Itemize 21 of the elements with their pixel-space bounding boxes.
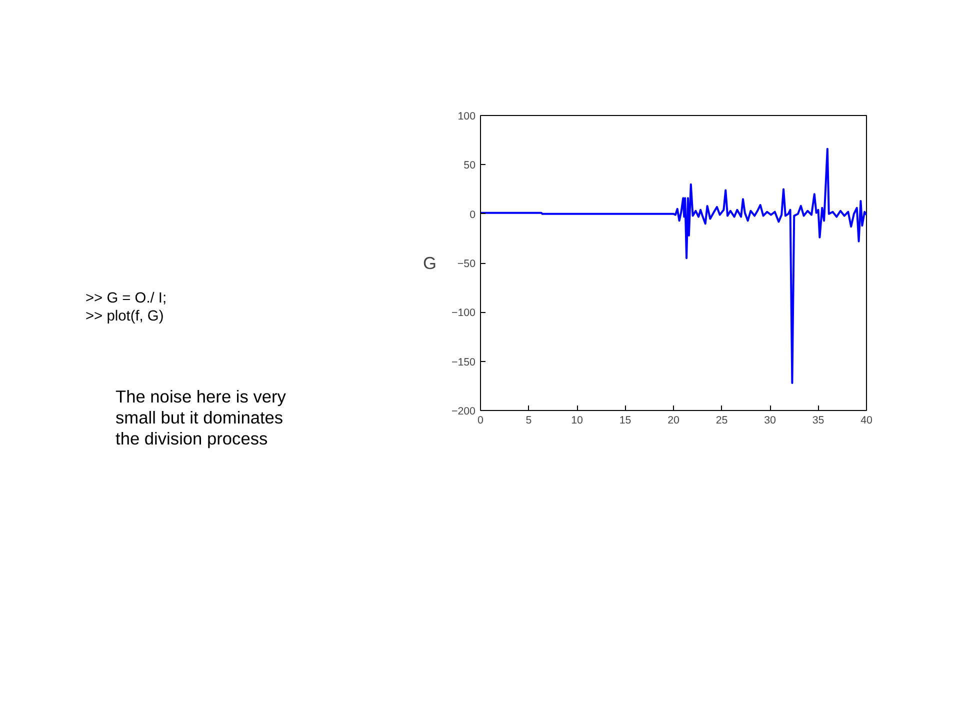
y-tick-label: −50 [457, 258, 476, 270]
x-tick-label: 25 [716, 414, 728, 426]
x-tick-label: 40 [860, 414, 872, 426]
text: The noise here is very small but it dominates the division process [116, 386, 286, 448]
text: >> G = O./ I; [86, 290, 167, 306]
x-tick-label: 0 [478, 414, 484, 426]
x-tick-label: 35 [812, 414, 824, 426]
line-series [480, 148, 866, 384]
y-tick-label: 50 [464, 160, 476, 172]
x-tick-label: 15 [619, 414, 632, 426]
y-tick-label: 100 [458, 110, 476, 122]
x-tick-label: 20 [668, 414, 680, 426]
y-tick-label: −150 [451, 356, 476, 368]
x-tick-label: 5 [526, 414, 532, 426]
y-tick-label: 0 [470, 208, 476, 221]
y-tick-label: −200 [451, 406, 476, 418]
x-tick-label: 30 [764, 414, 776, 426]
y-tick-label: −100 [451, 307, 476, 320]
y-axis-title: G [423, 253, 437, 273]
text: >> plot(f, G) [86, 308, 164, 324]
x-tick-label: 10 [571, 414, 583, 426]
